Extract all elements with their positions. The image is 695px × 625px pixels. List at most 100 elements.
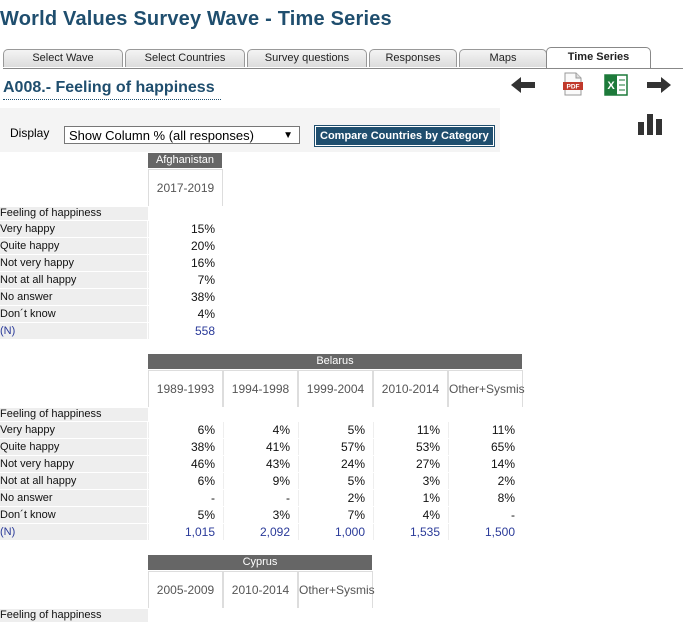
table-cell: 41% xyxy=(223,439,298,455)
table-cell: 53% xyxy=(373,439,448,455)
table-cell: 2% xyxy=(298,490,373,506)
country-header: Afghanistan xyxy=(148,153,222,168)
bar-chart-icon[interactable] xyxy=(637,113,663,135)
row-label: (N) xyxy=(0,323,147,339)
table-row: (N) 558 xyxy=(0,323,223,340)
table-cell: 14% xyxy=(448,456,523,472)
app-title: World Values Survey Wave - Time Series xyxy=(0,8,392,30)
row-group-header: Feeling of happiness xyxy=(0,207,148,220)
table-cell: 4% xyxy=(148,306,223,322)
table-cell: 8% xyxy=(448,490,523,506)
table-cell: 65% xyxy=(448,439,523,455)
tab-maps[interactable]: Maps xyxy=(459,49,547,67)
table-row: Not very happy 16% xyxy=(0,255,223,272)
period-header: 1989-1993 xyxy=(148,370,223,407)
table-cell: 1,015 xyxy=(148,524,223,540)
table-row: (N) 1,015 2,092 1,000 1,535 1,500 xyxy=(0,524,523,541)
table-cell: 46% xyxy=(148,456,223,472)
table-row: Very happy 6% 4% 5% 11% 11% xyxy=(0,422,523,439)
row-label: No answer xyxy=(0,490,147,506)
tab-bar: Select Wave Select Countries Survey ques… xyxy=(3,47,683,69)
table-cell: 4% xyxy=(373,507,448,523)
row-label: Not at all happy xyxy=(0,272,147,288)
table-cell: 5% xyxy=(298,473,373,489)
row-label: Very happy xyxy=(0,422,147,438)
arrow-left-icon[interactable] xyxy=(509,75,537,95)
table-cell: 558 xyxy=(148,323,223,339)
row-label: No answer xyxy=(0,289,147,305)
display-label: Display xyxy=(10,126,50,140)
row-group-header: Feeling of happiness xyxy=(0,408,148,421)
period-header: 2010-2014 xyxy=(373,370,448,407)
table-cell: 1,500 xyxy=(448,524,523,540)
compare-countries-button[interactable]: Compare Countries by Category xyxy=(314,125,495,147)
table-cell: - xyxy=(448,507,523,523)
tab-select-wave[interactable]: Select Wave xyxy=(3,49,123,67)
table-cell: 1,535 xyxy=(373,524,448,540)
table-row: Not at all happy 6% 9% 5% 3% 2% xyxy=(0,473,523,490)
period-header: Other+Sysmis xyxy=(448,370,525,407)
table-cell: 3% xyxy=(223,507,298,523)
period-header: 2010-2014 xyxy=(223,571,298,608)
table-cell: 5% xyxy=(148,507,223,523)
table-cell: 2% xyxy=(448,473,523,489)
table-cell: 4% xyxy=(223,422,298,438)
row-label: Don´t know xyxy=(0,306,147,322)
table-row: No answer 38% xyxy=(0,289,223,306)
row-label: Not at all happy xyxy=(0,473,147,489)
display-bar: Display Show Column % (all responses) ▼ … xyxy=(0,108,500,152)
caret-down-icon: ▼ xyxy=(283,130,293,141)
table-cell: 9% xyxy=(223,473,298,489)
table-cell: 11% xyxy=(448,422,523,438)
table-cell: 3% xyxy=(373,473,448,489)
tab-time-series[interactable]: Time Series xyxy=(546,47,651,68)
row-label: Very happy xyxy=(0,221,147,237)
row-label: Not very happy xyxy=(0,456,147,472)
display-select-value: Show Column % (all responses) xyxy=(69,128,254,143)
table-row: No answer - -2% 1% 8% xyxy=(0,490,523,507)
table-cell: 7% xyxy=(298,507,373,523)
excel-icon-label: X xyxy=(607,80,615,92)
table-cell: 27% xyxy=(373,456,448,472)
table-cell: 2,092 xyxy=(223,524,298,540)
table-cell: 6% xyxy=(148,422,223,438)
display-select[interactable]: Show Column % (all responses) ▼ xyxy=(64,126,300,144)
row-label: Quite happy xyxy=(0,439,147,455)
row-group-header: Feeling of happiness xyxy=(0,609,148,622)
country-header: Belarus xyxy=(148,354,522,369)
table-cell: 16% xyxy=(148,255,223,271)
row-label: (N) xyxy=(0,524,147,540)
table-cell: 5% xyxy=(298,422,373,438)
table-cell: 15% xyxy=(148,221,223,237)
tab-survey-questions[interactable]: Survey questions xyxy=(247,49,367,67)
row-label: Don´t know xyxy=(0,507,147,523)
table-cell: 43% xyxy=(223,456,298,472)
pdf-icon-label: PDF xyxy=(567,84,580,91)
period-header: 1999-2004 xyxy=(298,370,373,407)
table-cell: - xyxy=(223,490,298,506)
tab-responses[interactable]: Responses xyxy=(369,49,457,67)
row-label: Not very happy xyxy=(0,255,147,271)
arrow-right-icon[interactable] xyxy=(645,75,673,95)
table-cell: 1,000 xyxy=(298,524,373,540)
table-row: Not at all happy 7% xyxy=(0,272,223,289)
table-row: Quite happy 20% xyxy=(0,238,223,255)
period-header: Other+Sysmis xyxy=(298,571,375,608)
table-row: Don´t know 4% xyxy=(0,306,223,323)
table-cell: 20% xyxy=(148,238,223,254)
excel-icon[interactable]: X xyxy=(604,74,628,96)
row-label: Quite happy xyxy=(0,238,147,254)
table-cell: 38% xyxy=(148,289,223,305)
tab-select-countries[interactable]: Select Countries xyxy=(125,49,245,67)
table-cell: 6% xyxy=(148,473,223,489)
table-cell: 57% xyxy=(298,439,373,455)
table-row: Very happy 15% xyxy=(0,221,223,238)
table-row: Quite happy 38% 41% 57% 53% 65% xyxy=(0,439,523,456)
table-row: Not very happy 46% 43% 24% 27% 14% xyxy=(0,456,523,473)
period-header: 2005-2009 xyxy=(148,571,223,608)
country-header: Cyprus xyxy=(148,555,372,570)
table-cell: 1% xyxy=(373,490,448,506)
pdf-icon[interactable]: PDF xyxy=(561,72,585,96)
period-header: 2017-2019 xyxy=(148,169,223,206)
table-cell: - xyxy=(148,490,223,506)
